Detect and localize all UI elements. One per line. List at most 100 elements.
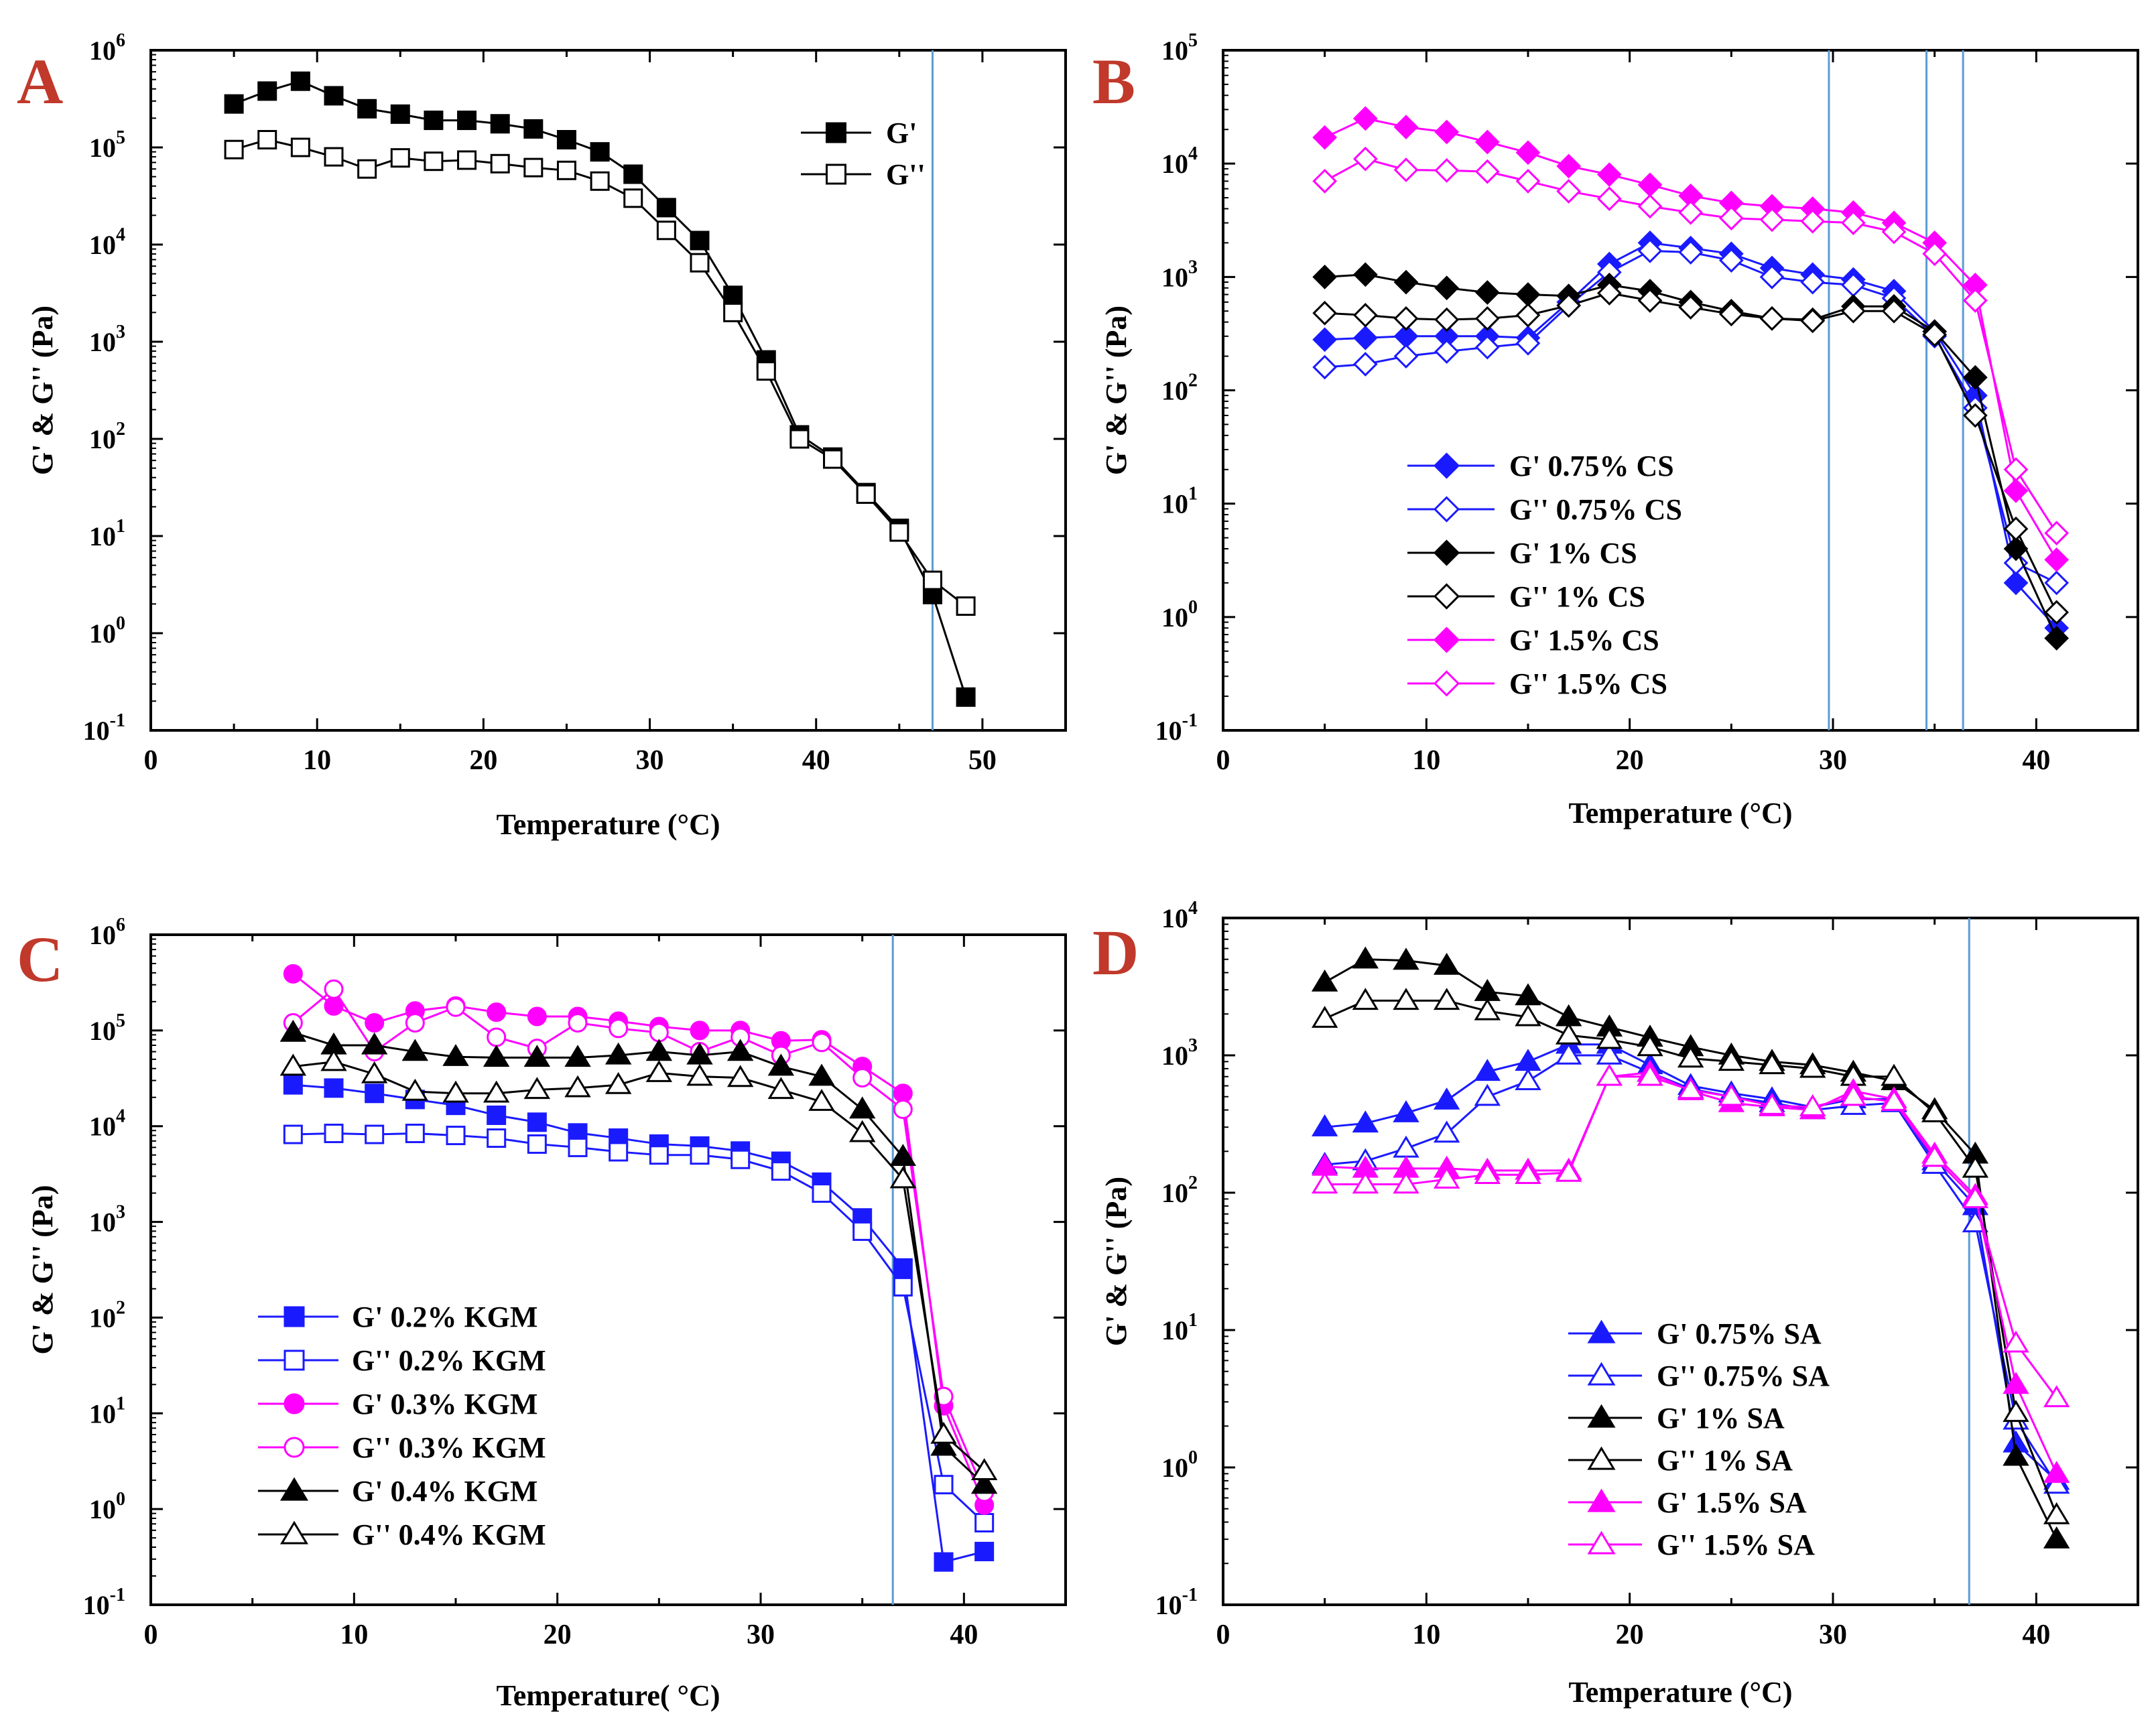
- data-point: [424, 111, 444, 131]
- data-point: [686, 1042, 713, 1065]
- data-point: [401, 1039, 429, 1061]
- x-tick-label: 0: [144, 745, 158, 776]
- data-point: [1474, 280, 1500, 305]
- data-point: [1352, 1171, 1379, 1194]
- data-point: [2003, 1443, 2029, 1466]
- data-point: [1312, 327, 1338, 352]
- y-tick-label: 106: [89, 915, 125, 950]
- series-line: [1324, 273, 2058, 639]
- data-point: [1962, 365, 1988, 390]
- y-tick-label: 100: [1161, 1447, 1198, 1483]
- data-point: [1474, 334, 1500, 360]
- data-point: [279, 1053, 307, 1076]
- data-point: [527, 1134, 547, 1154]
- x-tick-label: 20: [544, 1620, 572, 1650]
- y-tick-label: 100: [1161, 597, 1198, 633]
- data-point: [1433, 1166, 1460, 1189]
- data-point: [487, 1027, 507, 1047]
- x-tick-label: 10: [340, 1620, 368, 1650]
- plot-frame: [149, 933, 1067, 1606]
- data-point: [405, 1013, 425, 1033]
- data-point: [934, 1475, 954, 1495]
- data-point: [1515, 1004, 1541, 1027]
- data-point: [1921, 1100, 1948, 1122]
- x-tick-label: 20: [1616, 1620, 1644, 1650]
- data-point: [1881, 219, 1907, 245]
- data-point: [1556, 179, 1582, 204]
- x-tick-label: 30: [1819, 745, 1847, 776]
- data-point: [2003, 1330, 2029, 1353]
- chart-panel-d: D 0 10 20 30 40 10-1 100 101 102 103 104 G' & G'' (P…: [1092, 898, 2139, 1709]
- data-point: [487, 1128, 507, 1148]
- data-point: [970, 1471, 998, 1494]
- data-point: [723, 285, 743, 306]
- data-point: [808, 1089, 835, 1111]
- legend-marker: [1587, 1488, 1616, 1512]
- data-point: [1596, 1042, 1623, 1065]
- y-tick-label: 103: [1161, 257, 1198, 292]
- data-point: [605, 1071, 632, 1094]
- data-point: [1637, 194, 1663, 219]
- data-point: [1637, 238, 1663, 263]
- data-point: [224, 139, 244, 159]
- legend-marker: [1433, 583, 1460, 610]
- legend-label: G' 0.75% CS: [1509, 450, 1674, 482]
- data-point: [1556, 293, 1582, 318]
- data-point: [324, 1078, 344, 1098]
- data-point: [1352, 325, 1378, 350]
- data-point: [320, 1049, 347, 1071]
- data-point: [1352, 106, 1378, 131]
- series-1: [224, 130, 976, 616]
- data-point: [457, 111, 477, 131]
- data-point: [2003, 550, 2029, 576]
- y-tick-label: 104: [89, 1106, 125, 1142]
- data-point: [1311, 1114, 1338, 1136]
- data-point: [1474, 998, 1501, 1020]
- data-point: [1555, 1159, 1582, 1182]
- legend-label: G' 1% CS: [1509, 537, 1637, 570]
- series-line: [1324, 291, 2058, 613]
- data-point: [893, 1083, 913, 1104]
- data-point: [1677, 1077, 1704, 1100]
- y-tick-label: 102: [89, 1297, 125, 1333]
- data-point: [365, 1013, 385, 1033]
- data-point: [224, 94, 244, 114]
- data-point: [1311, 1006, 1338, 1028]
- data-point: [823, 449, 843, 469]
- data-point: [568, 1013, 588, 1033]
- data-point: [2044, 521, 2070, 545]
- data-point: [405, 1124, 425, 1144]
- data-point: [852, 1221, 873, 1241]
- data-point: [424, 151, 444, 172]
- legend-entry: G'' 1.5% SA: [1568, 1528, 1815, 1561]
- y-axis-label: G' & G'' (Pa): [1100, 1177, 1133, 1346]
- data-point: [361, 1061, 388, 1083]
- data-point: [283, 1124, 303, 1144]
- data-point: [1433, 952, 1460, 975]
- legend-marker: [1587, 1530, 1616, 1555]
- data-point: [1352, 352, 1378, 377]
- data-point: [1678, 200, 1704, 225]
- legend-entry: G'' 0.3% KGM: [258, 1431, 546, 1464]
- legend-entry: G' 1% SA: [1568, 1402, 1785, 1435]
- y-tick-label: 105: [89, 127, 125, 163]
- legend-marker: [283, 1437, 305, 1458]
- data-point: [771, 1161, 791, 1181]
- data-point: [1555, 1004, 1582, 1027]
- data-point: [2044, 570, 2070, 596]
- data-point: [1515, 1162, 1541, 1184]
- x-axis-label: Temperature (°C): [496, 808, 720, 841]
- legend-label: G' 1.5% CS: [1509, 624, 1659, 657]
- data-point: [1718, 1083, 1745, 1106]
- legend-label: G'' 0.3% KGM: [352, 1431, 546, 1464]
- data-point: [1637, 288, 1663, 313]
- data-point: [390, 104, 410, 124]
- x-tick-label: 30: [636, 745, 664, 776]
- legend-entry: G' 0.75% CS: [1407, 450, 1674, 482]
- data-point: [1474, 1162, 1501, 1184]
- legend-label: G' 1% SA: [1657, 1402, 1785, 1435]
- legend-entry: G' 1.5% SA: [1568, 1486, 1807, 1519]
- y-tick-label: 104: [1161, 143, 1198, 179]
- x-tick-label: 50: [968, 745, 997, 776]
- data-point: [893, 1100, 913, 1120]
